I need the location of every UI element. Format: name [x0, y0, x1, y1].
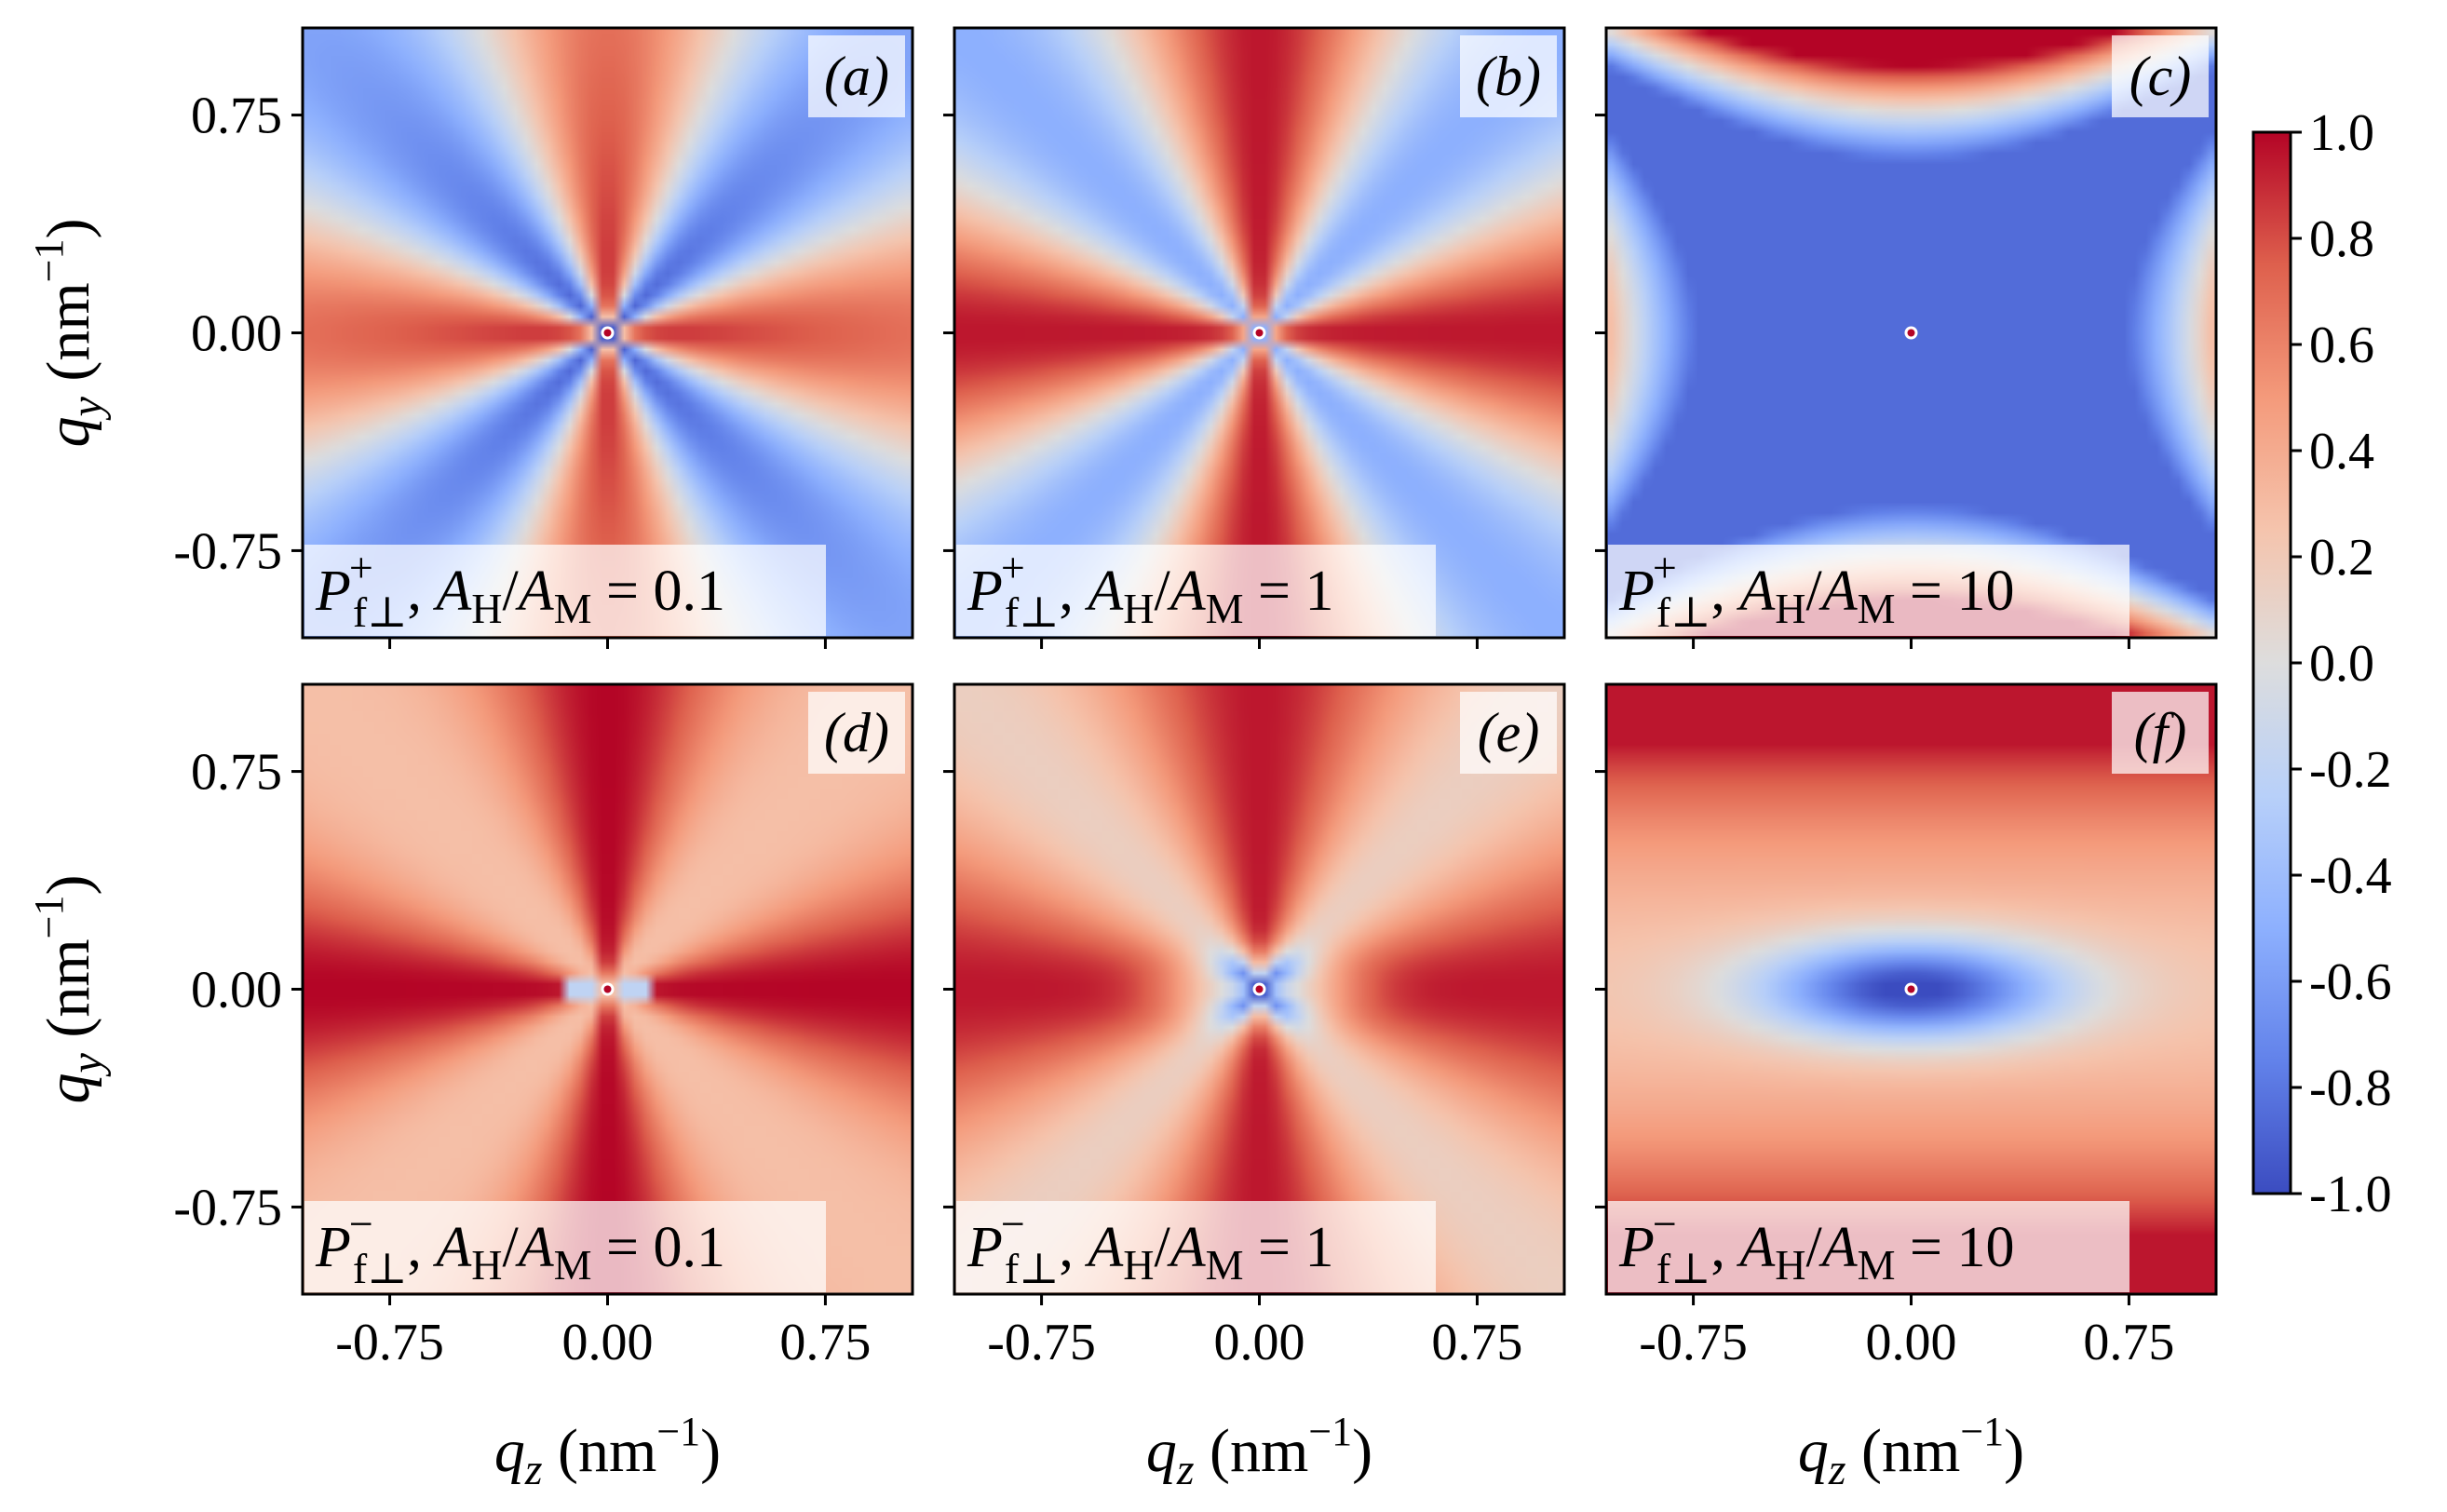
colorbar-tick-label: -0.4 [2309, 847, 2392, 905]
annotation-box [304, 1201, 826, 1292]
central-spot [1907, 329, 1915, 337]
x-tick-label: 0.00 [1866, 1314, 1957, 1371]
annotation-text: P− f⊥, AH/AM = 10 [1618, 1200, 2015, 1292]
panel-tag-box [1460, 35, 1557, 117]
x-tick-label: -0.75 [987, 1314, 1096, 1371]
panel-4: -0.75 0.00 0.75 -0.75 0.00 0.75 (d) P− f⊥, AH/AM… [173, 682, 914, 1371]
annotation-text: P+ f⊥, AH/AM = 10 [1618, 544, 2015, 636]
x-axis-label: qz (nm−1) [494, 1409, 721, 1494]
x-tick-label: -0.75 [1639, 1314, 1748, 1371]
colorbar-tick-label: 0.4 [2309, 423, 2374, 480]
x-axis-label: qz (nm−1) [1798, 1409, 2024, 1494]
panel-tag: (b) [1476, 46, 1541, 107]
panel-tag: (a) [824, 46, 889, 107]
annotation-text: P+ f⊥, AH/AM = 1 [967, 544, 1334, 636]
colorbar-tick-label: -0.2 [2309, 741, 2392, 799]
y-tick-label: 0.00 [191, 305, 282, 363]
central-spot [603, 329, 612, 337]
annotation-text: P+ f⊥, AH/AM = 0.1 [315, 544, 725, 636]
colorbar-tick-label: 0.6 [2309, 317, 2374, 374]
panel-5: -0.75 0.00 0.75 (e) P− f⊥, AH/AM = 1 [943, 682, 1566, 1371]
panel-tag-box [808, 35, 905, 117]
y-axis-label: qy (nm−1) [26, 219, 112, 448]
central-spot [1255, 329, 1264, 337]
colorbar-tick-label: 0.2 [2309, 529, 2374, 587]
colorbar-gradient [2253, 132, 2291, 1194]
x-tick-label: 0.75 [2083, 1314, 2174, 1371]
y-tick-label: -0.75 [173, 522, 282, 580]
x-tick-label: 0.00 [562, 1314, 654, 1371]
panel-tag: (e) [1478, 702, 1540, 763]
panel-tag: (c) [2129, 46, 2192, 107]
x-tick-label: 0.75 [1431, 1314, 1522, 1371]
annotation-box [956, 1201, 1436, 1292]
x-axis-label: qz (nm−1) [1146, 1409, 1372, 1494]
annotation-box [304, 545, 826, 636]
y-tick-label: -0.75 [173, 1179, 282, 1236]
x-tick-label: -0.75 [335, 1314, 444, 1371]
colorbar-tick-label: 1.0 [2309, 104, 2374, 162]
y-tick-label: 0.75 [191, 88, 282, 145]
panel-6: -0.75 0.00 0.75 (f) P− f⊥, AH/AM = 10 [1595, 682, 2218, 1371]
panels-layer: -0.75 0.00 0.75 (a) P+ f⊥, AH/AM = 0.1 (b) P+ f⊥… [26, 26, 2218, 1494]
panel-tag-box [2112, 692, 2209, 774]
colorbar-tick-label: -0.6 [2309, 953, 2392, 1011]
central-spot [1255, 985, 1264, 993]
panel-tag-box [808, 692, 905, 774]
panel-tag: (d) [824, 702, 889, 763]
panel-tag-box [2112, 35, 2209, 117]
annotation-box [1608, 1201, 2129, 1292]
x-tick-label: 0.00 [1214, 1314, 1305, 1371]
y-tick-label: 0.75 [191, 744, 282, 802]
x-tick-label: 0.75 [779, 1314, 871, 1371]
panel-2: (b) P+ f⊥, AH/AM = 1 [943, 26, 1566, 649]
panel-1: -0.75 0.00 0.75 (a) P+ f⊥, AH/AM = 0.1 [173, 26, 914, 649]
annotation-box [956, 545, 1436, 636]
colorbar-tick-label: 0.8 [2309, 210, 2374, 268]
panel-tag-box [1460, 692, 1557, 774]
annotation-text: P− f⊥, AH/AM = 0.1 [315, 1200, 725, 1292]
colorbar: 1.0 0.8 0.6 0.4 0.2 0.0 -0.2 -0.4 -0.6 -0.8 -1.0 [2251, 104, 2392, 1223]
panel-tag: (f) [2134, 702, 2187, 763]
annotation-box [1608, 545, 2129, 636]
colorbar-tick-label: -1.0 [2309, 1166, 2392, 1223]
panel-3: (c) P+ f⊥, AH/AM = 10 [1595, 26, 2218, 649]
colorbar-tick-label: -0.8 [2309, 1060, 2392, 1117]
central-spot [1907, 985, 1915, 993]
colorbar-tick-label: 0.0 [2309, 635, 2374, 693]
annotation-text: P− f⊥, AH/AM = 1 [967, 1200, 1334, 1292]
y-tick-label: 0.00 [191, 962, 282, 1019]
y-axis-label: qy (nm−1) [26, 875, 112, 1104]
central-spot [603, 985, 612, 993]
